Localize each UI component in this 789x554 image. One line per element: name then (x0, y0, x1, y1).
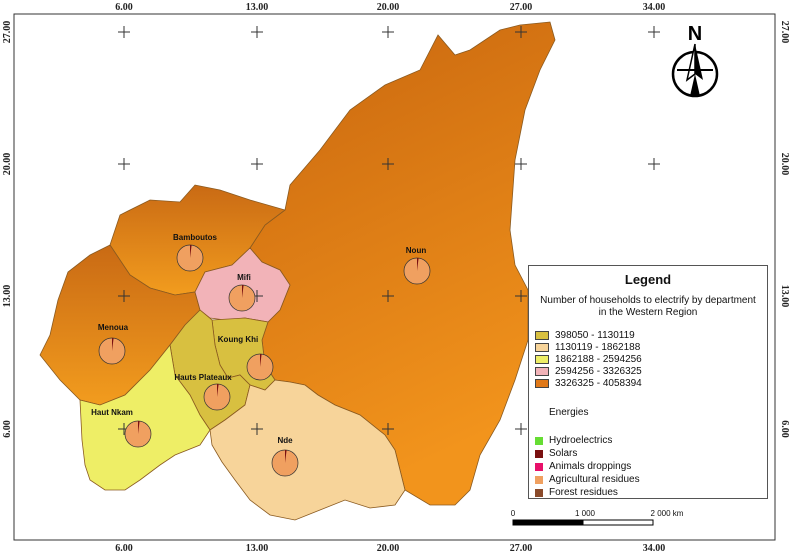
legend-class-row: 1130119 - 1862188 (535, 341, 767, 353)
legend-classes: 398050 - 1130119 1130119 - 1862188 18621… (535, 329, 767, 389)
label-nde: Nde (277, 436, 293, 445)
pie-haut-nkam (124, 420, 152, 448)
coord-bottom-1: 6.00 (115, 543, 133, 554)
pie-mifi (228, 284, 256, 312)
label-menoua: Menoua (98, 323, 129, 332)
label-mifi: Mifi (237, 273, 251, 282)
north-label: N (688, 23, 702, 45)
legend-energy-label: Solars (549, 448, 578, 459)
scale-label-0: 0 (511, 509, 516, 518)
legend-class-row: 2594256 - 3326325 (535, 365, 767, 377)
coord-bottom-4: 27.00 (510, 543, 533, 554)
legend: Legend Number of households to electrify… (528, 265, 768, 499)
label-koung-khi: Koung Khi (218, 335, 258, 344)
legend-energy-row: Animals droppings (535, 460, 767, 473)
legend-energy-swatch (535, 436, 543, 445)
legend-energy-swatch (535, 462, 543, 471)
legend-swatch (535, 342, 549, 352)
legend-energy-row: Solars (535, 447, 767, 460)
coord-right-2: 20.00 (779, 153, 789, 176)
legend-class-label: 3326325 - 4058394 (555, 377, 642, 389)
legend-class-label: 1130119 - 1862188 (555, 341, 641, 353)
legend-energy-label: Forest residues (549, 487, 618, 498)
scale-bar (512, 519, 654, 526)
pie-nde (271, 449, 299, 477)
pie-hauts-plateaux (203, 383, 231, 411)
legend-swatch (535, 366, 549, 376)
legend-energy-swatch (535, 475, 543, 484)
coord-left-2: 20.00 (2, 153, 13, 176)
legend-title: Legend (624, 272, 672, 287)
legend-class-row: 1862188 - 2594256 (535, 353, 767, 365)
legend-energy-row: Agricultural residues (535, 473, 767, 486)
coord-top-3: 20.00 (377, 2, 400, 13)
label-noun: Noun (406, 246, 427, 255)
label-hauts-plateaux: Hauts Plateaux (174, 373, 232, 382)
legend-swatch (535, 354, 549, 364)
coord-bottom-5: 34.00 (643, 543, 666, 554)
coord-top-5: 34.00 (643, 2, 666, 13)
legend-energy-row: Hydroelectrics (535, 434, 767, 447)
legend-energy-swatch (535, 488, 543, 497)
legend-swatch (535, 378, 549, 388)
scale-label-2000: 2 000 km (651, 509, 684, 518)
legend-swatch (535, 330, 549, 340)
coord-right-3: 13.00 (779, 285, 789, 308)
coord-right-4: 6.00 (779, 420, 789, 438)
legend-class-label: 1862188 - 2594256 (555, 353, 642, 365)
coord-bottom-3: 20.00 (377, 543, 400, 554)
graticule (118, 26, 660, 435)
region-nde (209, 379, 406, 521)
pie-noun (403, 257, 431, 285)
legend-class-row: 398050 - 1130119 (535, 329, 767, 341)
coord-top-2: 13.00 (246, 2, 269, 13)
legend-class-row: 3326325 - 4058394 (535, 377, 767, 389)
legend-class-label: 398050 - 1130119 (555, 329, 635, 341)
north-arrow-icon (671, 43, 719, 98)
coord-top-1: 6.00 (115, 2, 133, 13)
region-haut-nkam (79, 344, 211, 491)
legend-energy-swatch (535, 449, 543, 458)
label-haut-nkam: Haut Nkam (91, 408, 133, 417)
legend-energy-label: Hydroelectrics (549, 435, 613, 446)
legend-subtitle: Number of households to electrify by dep… (540, 295, 756, 318)
legend-energy-row: Forest residues (535, 486, 767, 499)
coord-left-3: 13.00 (2, 285, 13, 308)
coord-left-4: 6.00 (2, 420, 13, 438)
legend-energy-label: Animals droppings (549, 461, 632, 472)
legend-energy-label: Agricultural residues (549, 474, 640, 485)
coord-top-4: 27.00 (510, 2, 533, 13)
legend-energies: Hydroelectrics Solars Animals droppings … (535, 434, 767, 499)
pie-menoua (98, 337, 126, 365)
coord-bottom-2: 13.00 (246, 543, 269, 554)
label-bamboutos: Bamboutos (173, 233, 218, 242)
legend-energies-title: Energies (549, 407, 589, 418)
scale-label-1000: 1 000 (575, 509, 596, 518)
pie-koung-khi (246, 353, 274, 381)
legend-class-label: 2594256 - 3326325 (555, 365, 642, 377)
coord-right-1: 27.00 (779, 21, 789, 44)
pie-bamboutos (176, 244, 204, 272)
coord-left-1: 27.00 (2, 21, 13, 44)
